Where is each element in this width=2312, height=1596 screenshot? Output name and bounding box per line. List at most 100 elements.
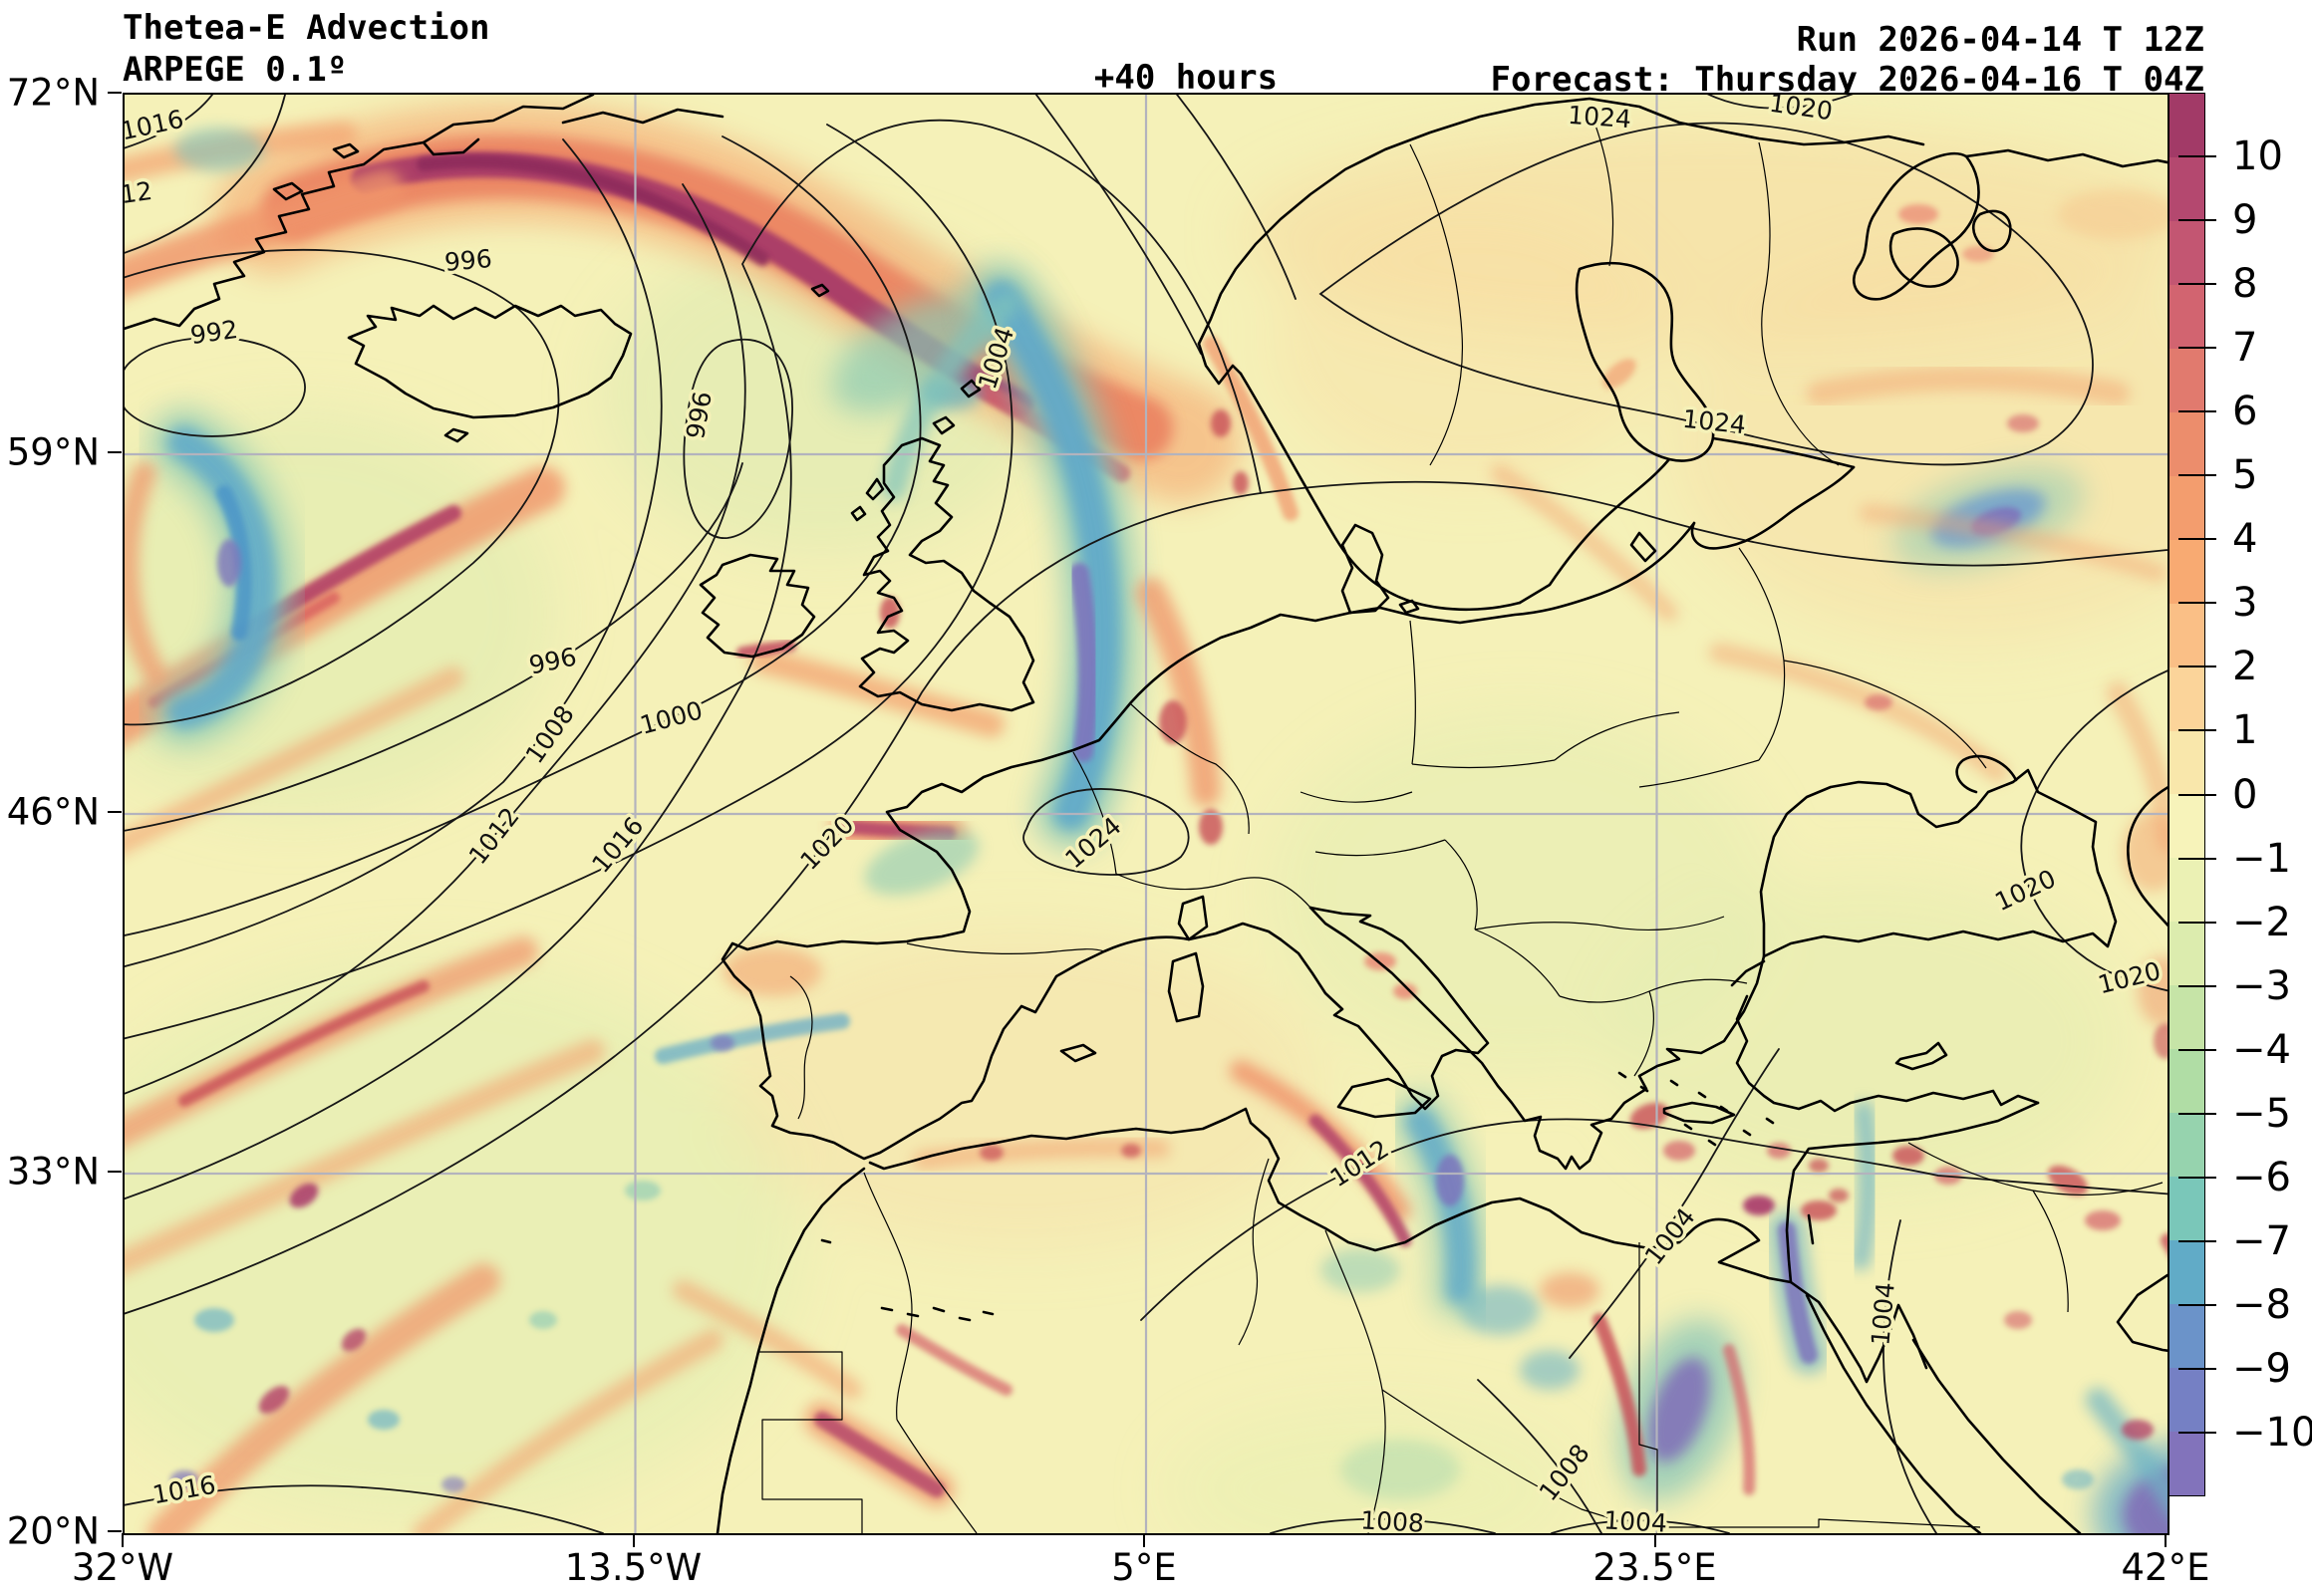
- colorbar-tick-mark: [2178, 347, 2216, 350]
- colorbar-segment: [2169, 1368, 2204, 1433]
- x-axis-tick: [1653, 1533, 1656, 1547]
- colorbar-tick-mark: [2178, 1048, 2216, 1051]
- colorbar-segment: [2169, 985, 2204, 1050]
- lead-time-label: +40 hours: [1093, 58, 1279, 98]
- colorbar-segment: [2169, 539, 2204, 604]
- colorbar-tick-mark: [2178, 410, 2216, 413]
- x-axis-label: 42°E: [2121, 1546, 2210, 1589]
- chart-title: Thetea-E Advection: [123, 8, 490, 48]
- x-axis-label: 5°E: [1111, 1546, 1177, 1589]
- colorbar-tick-label: −6: [2232, 1154, 2291, 1200]
- colorbar-segment: [2169, 475, 2204, 540]
- colorbar-tick-label: −9: [2232, 1345, 2291, 1392]
- colorbar-tick-mark: [2178, 1303, 2216, 1306]
- colorbar-tick-label: −7: [2232, 1217, 2291, 1264]
- y-axis-label: 20°N: [6, 1509, 100, 1553]
- colorbar-tick-mark: [2178, 665, 2216, 668]
- colorbar-segment: [2169, 156, 2204, 221]
- isobar-value-label: 1008: [1360, 1505, 1425, 1533]
- colorbar-tick-label: −8: [2232, 1281, 2291, 1328]
- colorbar-tick-mark: [2178, 857, 2216, 860]
- colorbar-segment: [2169, 94, 2204, 157]
- y-axis-tick: [108, 451, 122, 453]
- colorbar-tick-label: 6: [2232, 389, 2258, 435]
- colorbar-segment: [2169, 922, 2204, 986]
- x-axis-label: 13.5°W: [564, 1546, 703, 1589]
- colorbar-tick-mark: [2178, 1367, 2216, 1370]
- x-axis-tick: [2165, 1533, 2167, 1547]
- y-axis-label: 59°N: [6, 430, 100, 474]
- y-axis-label: 46°N: [6, 790, 100, 834]
- colorbar-tick-mark: [2178, 474, 2216, 477]
- coastlines: [125, 95, 2168, 1533]
- colorbar-segment: [2169, 794, 2204, 859]
- x-axis-label: 23.5°E: [1592, 1546, 1717, 1589]
- colorbar-tick-label: 1: [2232, 707, 2258, 754]
- colorbar-tick-label: −10: [2232, 1409, 2312, 1456]
- isobar-value-label: 996: [681, 390, 718, 441]
- isobar-value-label: 1024: [1567, 101, 1631, 133]
- colorbar-segment: [2169, 1049, 2204, 1114]
- isobar-value-label: 996: [443, 244, 493, 277]
- colorbar-segment: [2169, 1240, 2204, 1305]
- y-axis-tick: [108, 92, 122, 94]
- colorbar-tick-mark: [2178, 984, 2216, 987]
- isobar-value-label: 12: [125, 176, 154, 209]
- colorbar-segment: [2169, 1113, 2204, 1178]
- y-axis-tick: [108, 811, 122, 813]
- colorbar-tick-mark: [2178, 538, 2216, 541]
- map-canvas: 1016 12 992 996 996 1004 996 1000 1008 1012 1016 10…: [123, 93, 2169, 1535]
- y-axis-tick: [108, 1530, 122, 1532]
- colorbar-tick-label: 7: [2232, 325, 2258, 372]
- colorbar-tick-label: 0: [2232, 771, 2258, 818]
- colorbar-segment: [2169, 411, 2204, 476]
- model-subtitle: ARPEGE 0.1º: [123, 50, 348, 90]
- y-axis-tick: [108, 1171, 122, 1173]
- colorbar-tick-label: −3: [2232, 962, 2291, 1009]
- advection-field: [125, 102, 2168, 1533]
- colorbar-tick-mark: [2178, 793, 2216, 796]
- colorbar-tick-label: 10: [2232, 133, 2283, 180]
- colorbar-tick-mark: [2178, 729, 2216, 732]
- colorbar-segment: [2169, 666, 2204, 731]
- colorbar-tick-mark: [2178, 219, 2216, 222]
- x-axis-tick: [122, 1533, 124, 1547]
- colorbar: [2168, 93, 2205, 1496]
- colorbar-tick-label: 4: [2232, 516, 2258, 563]
- colorbar-segment: [2169, 348, 2204, 412]
- colorbar-tick-label: −2: [2232, 899, 2291, 945]
- colorbar-segment: [2169, 858, 2204, 923]
- isobar-value-label: 1004: [1866, 1281, 1899, 1347]
- colorbar-segment: [2169, 284, 2204, 349]
- x-axis-label: 32°W: [71, 1546, 174, 1589]
- colorbar-tick-mark: [2178, 1112, 2216, 1115]
- colorbar-segment: [2169, 1432, 2204, 1495]
- y-axis-label: 33°N: [6, 1150, 100, 1194]
- colorbar-tick-mark: [2178, 155, 2216, 158]
- y-axis-label: 72°N: [6, 71, 100, 115]
- colorbar-segment: [2169, 603, 2204, 667]
- colorbar-tick-mark: [2178, 1239, 2216, 1242]
- x-axis-tick: [1143, 1533, 1145, 1547]
- x-axis-tick: [632, 1533, 635, 1547]
- colorbar-tick-mark: [2178, 1176, 2216, 1179]
- colorbar-segment: [2169, 730, 2204, 795]
- isobar-value-label: 1004: [1603, 1505, 1668, 1533]
- colorbar-segment: [2169, 1177, 2204, 1241]
- colorbar-tick-label: −1: [2232, 835, 2291, 882]
- colorbar-tick-mark: [2178, 283, 2216, 286]
- colorbar-tick-mark: [2178, 921, 2216, 924]
- colorbar-tick-label: 8: [2232, 261, 2258, 308]
- colorbar-tick-label: 2: [2232, 644, 2258, 690]
- colorbar-tick-mark: [2178, 1431, 2216, 1434]
- colorbar-tick-mark: [2178, 602, 2216, 605]
- run-timestamp: Run 2026-04-14 T 12Z: [1796, 20, 2204, 60]
- colorbar-segment: [2169, 1304, 2204, 1369]
- colorbar-segment: [2169, 220, 2204, 285]
- colorbar-tick-label: 9: [2232, 197, 2258, 244]
- colorbar-tick-label: −4: [2232, 1026, 2291, 1073]
- country-borders: [758, 122, 2164, 1533]
- colorbar-tick-label: 3: [2232, 580, 2258, 627]
